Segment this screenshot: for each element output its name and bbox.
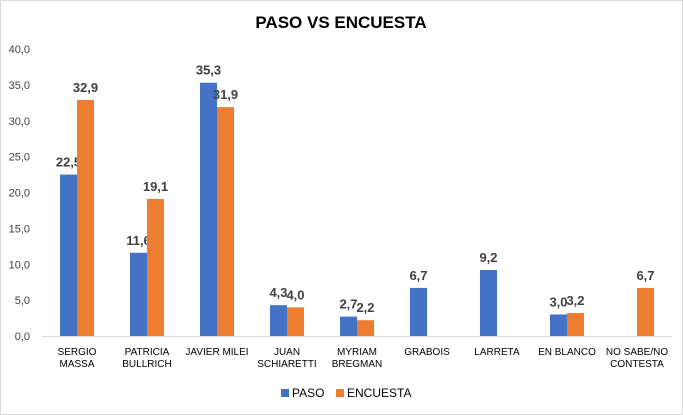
legend-label-paso: PASO: [292, 386, 324, 400]
bar-encuesta: [357, 320, 374, 336]
data-label: 6,7: [636, 268, 654, 283]
x-category-label: MYRIAM: [337, 347, 377, 358]
bar-encuesta: [147, 198, 164, 336]
y-tick-label: 20,0: [9, 188, 30, 200]
x-category-label: JUAN: [274, 347, 300, 358]
bar-paso: [550, 314, 567, 336]
data-label: 19,1: [143, 179, 168, 194]
x-category-label: CONTESTA: [610, 359, 664, 370]
bar-encuesta: [217, 107, 234, 337]
plot-area: 22,5 11,6 35,3 4,3 2,7 6,7 9,2 3,0 32,9 19,1 31,9 4…: [42, 63, 672, 337]
data-label: 11,6: [126, 233, 151, 248]
legend: PASO ENCUESTA: [281, 386, 411, 400]
bar-paso: [270, 305, 287, 336]
y-axis: 0,0 5,0 10,0 15,0 20,0 25,0 30,0 35,0 40,0: [9, 44, 30, 343]
x-category-label: EN BLANCO: [538, 347, 596, 358]
y-tick-label: 10,0: [9, 259, 30, 271]
x-category-label: PATRICIA: [125, 347, 170, 358]
legend-swatch-paso: [281, 389, 289, 397]
bar-paso: [480, 269, 497, 336]
data-label: 3,2: [566, 293, 584, 308]
y-tick-label: 0,0: [15, 331, 30, 343]
bar-encuesta: [567, 313, 584, 336]
x-category-label: JAVIER MILEI: [185, 347, 248, 358]
bar-encuesta: [77, 99, 94, 336]
y-tick-label: 30,0: [9, 116, 30, 128]
data-label: 22,5: [56, 155, 81, 170]
data-label: 32,9: [73, 80, 98, 95]
y-tick-label: 5,0: [15, 295, 30, 307]
y-tick-label: 25,0: [9, 152, 30, 164]
bar-paso: [410, 287, 427, 336]
data-label: 4,3: [269, 285, 287, 300]
legend-label-encuesta: ENCUESTA: [347, 386, 411, 400]
x-category-label: MASSA: [59, 359, 94, 370]
x-category-label: SCHIARETTI: [257, 359, 316, 370]
y-tick-label: 40,0: [9, 44, 30, 56]
bar-paso: [200, 82, 217, 336]
x-category-label: SERGIO: [58, 347, 97, 358]
data-label: 35,3: [196, 63, 221, 78]
data-label: 6,7: [409, 268, 427, 283]
x-category-label: BULLRICH: [122, 359, 171, 370]
x-category-label: GRABOIS: [404, 347, 450, 358]
bar-paso: [340, 316, 357, 336]
x-category-label: NO SABE/NO: [606, 347, 668, 358]
data-label: 9,2: [479, 250, 497, 265]
bar-encuesta: [287, 307, 304, 336]
x-category-label: LARRETA: [474, 347, 520, 358]
legend-swatch-encuesta: [336, 389, 344, 397]
y-tick-label: 15,0: [9, 223, 30, 235]
data-label: 3,0: [549, 294, 567, 309]
data-label: 4,0: [286, 287, 304, 302]
x-category-label: BREGMAN: [332, 359, 383, 370]
chart-title: PASO VS ENCUESTA: [255, 13, 426, 32]
y-tick-label: 35,0: [9, 80, 30, 92]
data-label: 2,2: [356, 300, 374, 315]
data-label: 2,7: [339, 297, 357, 312]
bar-paso: [130, 252, 147, 336]
bar-encuesta: [637, 287, 654, 336]
bar-paso: [60, 174, 77, 336]
data-label: 31,9: [213, 87, 238, 102]
